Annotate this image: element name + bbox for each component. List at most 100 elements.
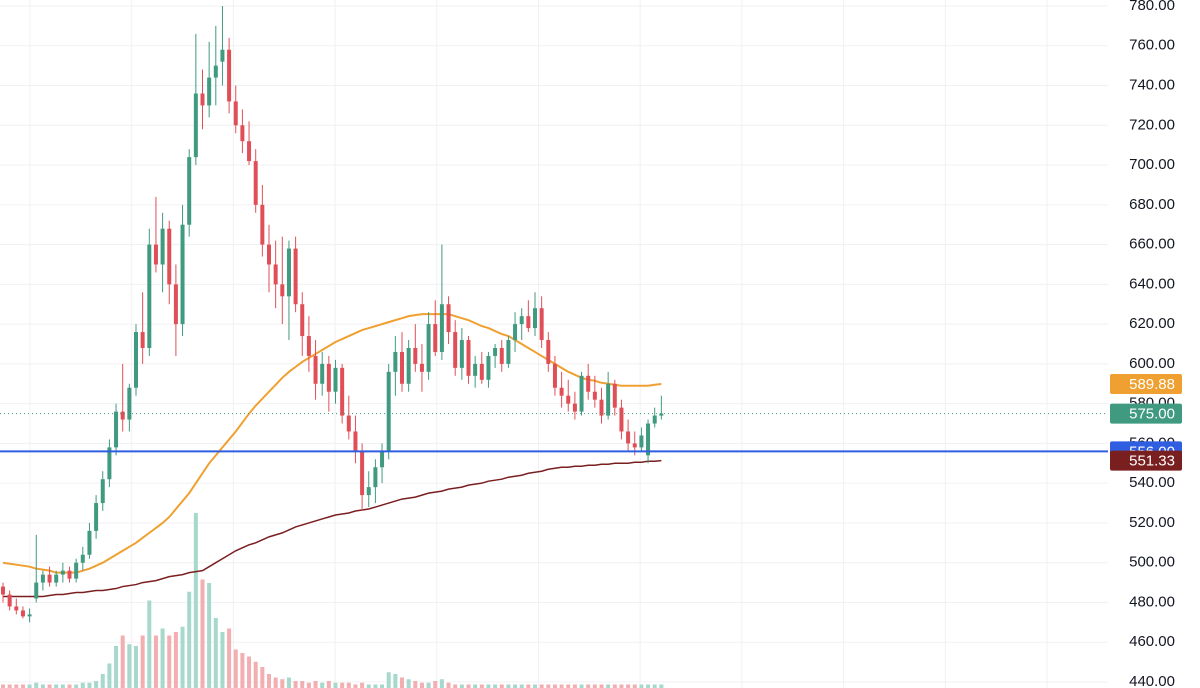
price-lines bbox=[0, 413, 1108, 453]
volume-bar bbox=[253, 661, 258, 688]
candle-body bbox=[114, 411, 119, 448]
volume-bar bbox=[519, 684, 524, 688]
volume-bar bbox=[433, 681, 438, 688]
candle-body bbox=[100, 479, 105, 504]
candle-body bbox=[300, 304, 305, 337]
volume-bar bbox=[300, 681, 305, 688]
volume-bar bbox=[513, 684, 518, 688]
volume-bar bbox=[333, 682, 338, 688]
volume-bar bbox=[566, 684, 571, 688]
candle-body bbox=[87, 530, 92, 555]
volume-bar bbox=[134, 646, 138, 688]
candle-body bbox=[80, 554, 85, 563]
volume-bar bbox=[373, 684, 378, 688]
candle-body bbox=[579, 375, 584, 412]
candle-body bbox=[180, 224, 185, 325]
y-tick-label: 680.00 bbox=[1129, 196, 1175, 213]
candle-body bbox=[426, 324, 431, 372]
candle-body bbox=[187, 157, 192, 225]
candle-body bbox=[646, 423, 651, 456]
price-badge bbox=[1110, 403, 1182, 424]
candle-body bbox=[433, 324, 438, 352]
candle-body bbox=[360, 451, 365, 496]
volume-bar bbox=[393, 674, 398, 688]
volume-bar bbox=[80, 682, 85, 688]
candle-body bbox=[233, 101, 238, 126]
candle-body bbox=[260, 204, 265, 245]
candle-body bbox=[486, 355, 491, 380]
candle-body bbox=[253, 161, 258, 205]
candle-body bbox=[639, 435, 644, 448]
candle-body bbox=[632, 443, 637, 448]
y-tick-label: 740.00 bbox=[1129, 76, 1175, 93]
volume-bar bbox=[313, 681, 318, 688]
candle-body bbox=[346, 415, 351, 432]
candle-body bbox=[286, 248, 291, 297]
volume-bar bbox=[60, 684, 65, 688]
volume-bar bbox=[619, 684, 624, 688]
volume-bar bbox=[506, 684, 511, 688]
candle-body bbox=[592, 391, 597, 400]
volume-bar bbox=[659, 684, 664, 688]
y-tick-label: 620.00 bbox=[1129, 315, 1175, 332]
volume-bar bbox=[526, 684, 531, 688]
candle-body bbox=[606, 383, 611, 416]
volume-bar bbox=[459, 684, 464, 688]
volume-bar bbox=[247, 656, 252, 688]
volume-bar bbox=[320, 682, 325, 688]
candle-body bbox=[619, 407, 624, 432]
volume-bar bbox=[7, 684, 12, 688]
candle-body bbox=[552, 363, 557, 388]
price-badge-label: 575.00 bbox=[1129, 406, 1175, 423]
candle-body bbox=[466, 340, 471, 376]
candle-body bbox=[413, 347, 418, 364]
volume-bar bbox=[120, 635, 125, 688]
candle-body bbox=[386, 371, 391, 452]
volume-bar bbox=[346, 682, 351, 688]
candle-body bbox=[240, 125, 245, 142]
candle-body bbox=[7, 594, 12, 607]
candle-body bbox=[267, 244, 271, 265]
moving-averages bbox=[2, 313, 662, 598]
volume-bar bbox=[639, 684, 644, 688]
candle-body bbox=[127, 387, 132, 420]
price-badge-label: 551.33 bbox=[1129, 453, 1175, 470]
candle-body bbox=[227, 49, 232, 102]
candle-body bbox=[572, 403, 577, 412]
volume-bar bbox=[74, 684, 79, 688]
y-tick-label: 520.00 bbox=[1129, 514, 1175, 531]
candle-body bbox=[40, 574, 45, 583]
volume-bar bbox=[87, 682, 92, 688]
volume-bar bbox=[107, 663, 112, 688]
volume-bar bbox=[439, 679, 444, 688]
volume-bar bbox=[586, 684, 591, 688]
candle-body bbox=[493, 347, 498, 356]
candle-body bbox=[533, 308, 537, 329]
volume-bar bbox=[273, 677, 278, 688]
candle-body bbox=[626, 431, 631, 444]
volume-bar bbox=[592, 684, 597, 688]
candle-body bbox=[326, 363, 331, 392]
y-tick-label: 720.00 bbox=[1129, 116, 1175, 133]
candle-body bbox=[380, 451, 385, 468]
volume-bar bbox=[187, 591, 192, 688]
candle-body bbox=[446, 304, 451, 333]
volume-bar bbox=[386, 672, 391, 688]
volume-bar bbox=[54, 684, 59, 688]
candle-body bbox=[47, 574, 52, 583]
candle-body bbox=[406, 347, 411, 384]
volume-bar bbox=[227, 628, 232, 688]
volume-bar bbox=[213, 618, 218, 688]
candle-body bbox=[213, 65, 218, 78]
volume-bar bbox=[466, 684, 471, 688]
volume-bar bbox=[94, 681, 99, 688]
volume-bar bbox=[326, 681, 331, 688]
volume-bar bbox=[180, 626, 185, 688]
candle-body bbox=[659, 413, 664, 416]
volume-bar bbox=[499, 684, 504, 688]
moving-average bbox=[3, 459, 662, 598]
moving-average bbox=[2, 313, 662, 574]
price-axis: 440.00460.00480.00500.00520.00540.00560.… bbox=[1129, 0, 1175, 688]
volume-bar bbox=[27, 684, 32, 688]
